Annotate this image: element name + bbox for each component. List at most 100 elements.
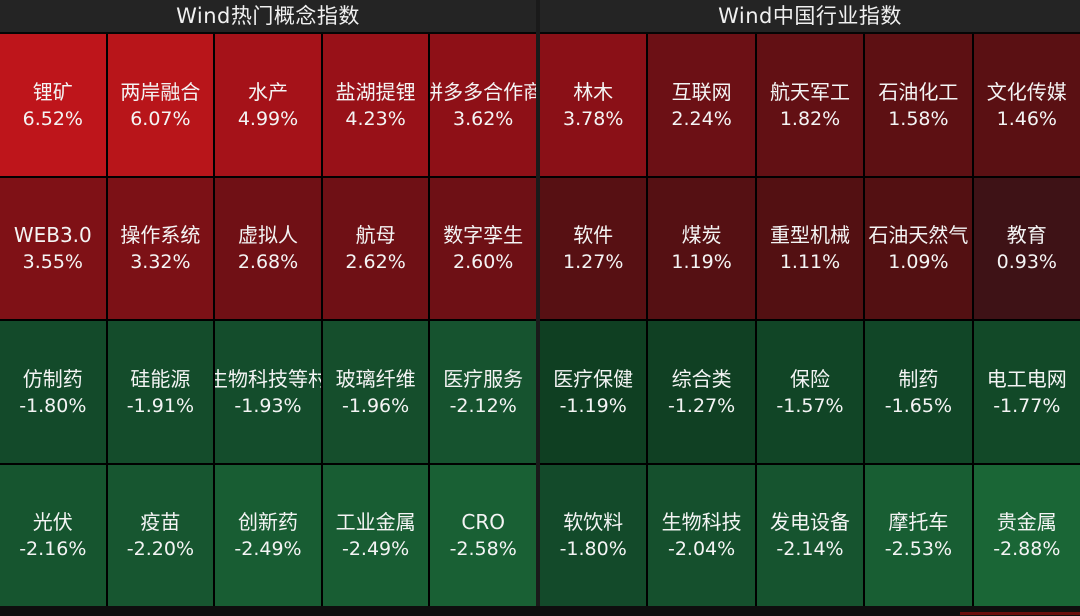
heatmap-tile[interactable]: 摩托车 -2.53% — [865, 464, 972, 606]
tile-change-percent: 1.19% — [671, 251, 732, 274]
tile-change-percent: -1.80% — [19, 394, 87, 417]
heatmap-tile[interactable]: 疫苗 -2.20% — [107, 464, 214, 606]
tile-name: 石油天然气 — [868, 223, 969, 248]
heatmap-tile[interactable]: 两岸融合 6.07% — [107, 34, 214, 176]
tile-name: 光伏 — [32, 510, 73, 535]
heatmap-tile[interactable]: 教育 0.93% — [973, 177, 1080, 319]
industry-index-panel: Wind中国行业指数 林木 3.78% 互联网 2.24% 航天军工 1.82% 石油化工 1… — [540, 0, 1080, 606]
heatmap-tile[interactable]: WEB3.0 3.55% — [0, 177, 106, 319]
tile-name: 教育 — [1006, 223, 1047, 248]
industry-index-heatmap: 林木 3.78% 互联网 2.24% 航天军工 1.82% 石油化工 1.58% 文化传媒 1.4… — [540, 34, 1080, 606]
tile-change-percent: 6.52% — [22, 107, 83, 130]
heatmap-tile[interactable]: 林木 3.78% — [540, 34, 647, 176]
heatmap-tile[interactable]: 生物科技 -2.04% — [648, 464, 755, 606]
heatmap-tile[interactable]: 玻璃纤维 -1.96% — [322, 321, 429, 463]
tile-name: 生物科技等村 — [215, 366, 321, 391]
heatmap-tile[interactable]: 煤炭 1.19% — [648, 177, 755, 319]
tile-name: 文化传媒 — [986, 79, 1067, 104]
tile-change-percent: -2.20% — [126, 538, 194, 561]
heatmap-tile[interactable]: CRO -2.58% — [430, 464, 536, 606]
heatmap-tile[interactable]: 仿制药 -1.80% — [0, 321, 106, 463]
tile-name: 软饮料 — [563, 510, 624, 535]
concept-index-panel: Wind热门概念指数 锂矿 6.52% 两岸融合 6.07% 水产 4.99% 盐湖提锂 4.… — [0, 0, 536, 606]
heatmap-tile[interactable]: 数字孪生 2.60% — [430, 177, 536, 319]
tile-name: 摩托车 — [888, 510, 949, 535]
heatmap-tile[interactable]: 软件 1.27% — [540, 177, 647, 319]
tile-change-percent: -2.49% — [234, 538, 302, 561]
tile-change-percent: -1.57% — [776, 394, 844, 417]
tile-change-percent: 3.62% — [453, 107, 514, 130]
tile-change-percent: -1.19% — [559, 394, 627, 417]
tile-change-percent: -1.93% — [234, 394, 302, 417]
tile-change-percent: 3.78% — [563, 107, 624, 130]
heatmap-tile[interactable]: 电工电网 -1.77% — [973, 321, 1080, 463]
tile-change-percent: -1.27% — [667, 394, 736, 417]
heatmap-tile[interactable]: 软饮料 -1.80% — [540, 464, 647, 606]
tile-change-percent: -2.49% — [341, 538, 410, 561]
tile-change-percent: 1.46% — [996, 107, 1057, 130]
tile-change-percent: -1.96% — [341, 394, 410, 417]
heatmap-tile[interactable]: 航天军工 1.82% — [756, 34, 864, 176]
heatmap-tile[interactable]: 互联网 2.24% — [648, 34, 755, 176]
tile-change-percent: 1.09% — [888, 251, 949, 274]
heatmap-tile[interactable]: 操作系统 3.32% — [107, 177, 214, 319]
tile-change-percent: 4.23% — [345, 107, 406, 130]
tile-change-percent: -1.65% — [884, 394, 952, 417]
tile-name: 硅能源 — [130, 366, 191, 391]
tile-change-percent: 1.58% — [888, 107, 949, 130]
tile-change-percent: -2.53% — [884, 538, 952, 561]
tile-name: 创新药 — [237, 510, 298, 535]
tile-change-percent: 6.07% — [130, 107, 191, 130]
tile-change-percent: -2.88% — [993, 538, 1061, 561]
heatmap-tile[interactable]: 盐湖提锂 4.23% — [322, 34, 429, 176]
tile-change-percent: -1.91% — [126, 394, 194, 417]
heatmap-tile[interactable]: 拼多多合作商 3.62% — [430, 34, 536, 176]
tile-name: 操作系统 — [120, 223, 201, 248]
tile-change-percent: -1.77% — [993, 394, 1061, 417]
tile-change-percent: 0.93% — [996, 251, 1057, 274]
heatmap-tile[interactable]: 医疗服务 -2.12% — [430, 321, 536, 463]
heatmap-tile[interactable]: 文化传媒 1.46% — [973, 34, 1080, 176]
tile-name: WEB3.0 — [13, 223, 92, 248]
tile-change-percent: -2.58% — [449, 538, 517, 561]
concept-index-heatmap: 锂矿 6.52% 两岸融合 6.07% 水产 4.99% 盐湖提锂 4.23% 拼多多合作商 3.… — [0, 34, 536, 606]
heatmap-tile[interactable]: 保险 -1.57% — [756, 321, 864, 463]
tile-change-percent: 3.55% — [22, 251, 83, 274]
heatmap-tile[interactable]: 创新药 -2.49% — [215, 464, 321, 606]
tile-change-percent: 3.32% — [130, 251, 191, 274]
heatmap-tile[interactable]: 发电设备 -2.14% — [756, 464, 864, 606]
tile-name: 玻璃纤维 — [335, 366, 416, 391]
scroll-indicator — [960, 612, 1080, 615]
tile-name: 疫苗 — [140, 510, 181, 535]
heatmap-tile[interactable]: 工业金属 -2.49% — [322, 464, 429, 606]
heatmap-tile[interactable]: 虚拟人 2.68% — [215, 177, 321, 319]
heatmap-tile[interactable]: 贵金属 -2.88% — [973, 464, 1080, 606]
tile-name: 锂矿 — [32, 79, 73, 104]
heatmap-tile[interactable]: 重型机械 1.11% — [756, 177, 864, 319]
heatmap-tile[interactable]: 石油天然气 1.09% — [865, 177, 972, 319]
tile-change-percent: 2.62% — [345, 251, 406, 274]
heatmap-tile[interactable]: 硅能源 -1.91% — [107, 321, 214, 463]
heatmap-tile[interactable]: 锂矿 6.52% — [0, 34, 106, 176]
tile-name: 发电设备 — [769, 510, 850, 535]
heatmap-tile[interactable]: 生物科技等村 -1.93% — [215, 321, 321, 463]
tile-name: 医疗保健 — [553, 366, 634, 391]
heatmap-tile[interactable]: 制药 -1.65% — [865, 321, 972, 463]
tile-change-percent: -2.04% — [667, 538, 736, 561]
heatmap-tile[interactable]: 石油化工 1.58% — [865, 34, 972, 176]
heatmap-tile[interactable]: 光伏 -2.16% — [0, 464, 106, 606]
heatmap-tile[interactable]: 医疗保健 -1.19% — [540, 321, 647, 463]
concept-index-header: Wind热门概念指数 — [0, 0, 536, 34]
heatmap-tile[interactable]: 综合类 -1.27% — [648, 321, 755, 463]
tile-name: 拼多多合作商 — [430, 79, 536, 104]
industry-index-header: Wind中国行业指数 — [540, 0, 1080, 34]
tile-name: 生物科技 — [661, 510, 742, 535]
tile-change-percent: -2.16% — [19, 538, 87, 561]
tile-name: 工业金属 — [335, 510, 416, 535]
tile-change-percent: 2.24% — [671, 107, 732, 130]
heatmap-tile[interactable]: 航母 2.62% — [322, 177, 429, 319]
tile-change-percent: 4.99% — [237, 107, 299, 130]
tile-name: 重型机械 — [769, 223, 850, 248]
bottom-strip — [0, 606, 1080, 616]
heatmap-tile[interactable]: 水产 4.99% — [215, 34, 321, 176]
